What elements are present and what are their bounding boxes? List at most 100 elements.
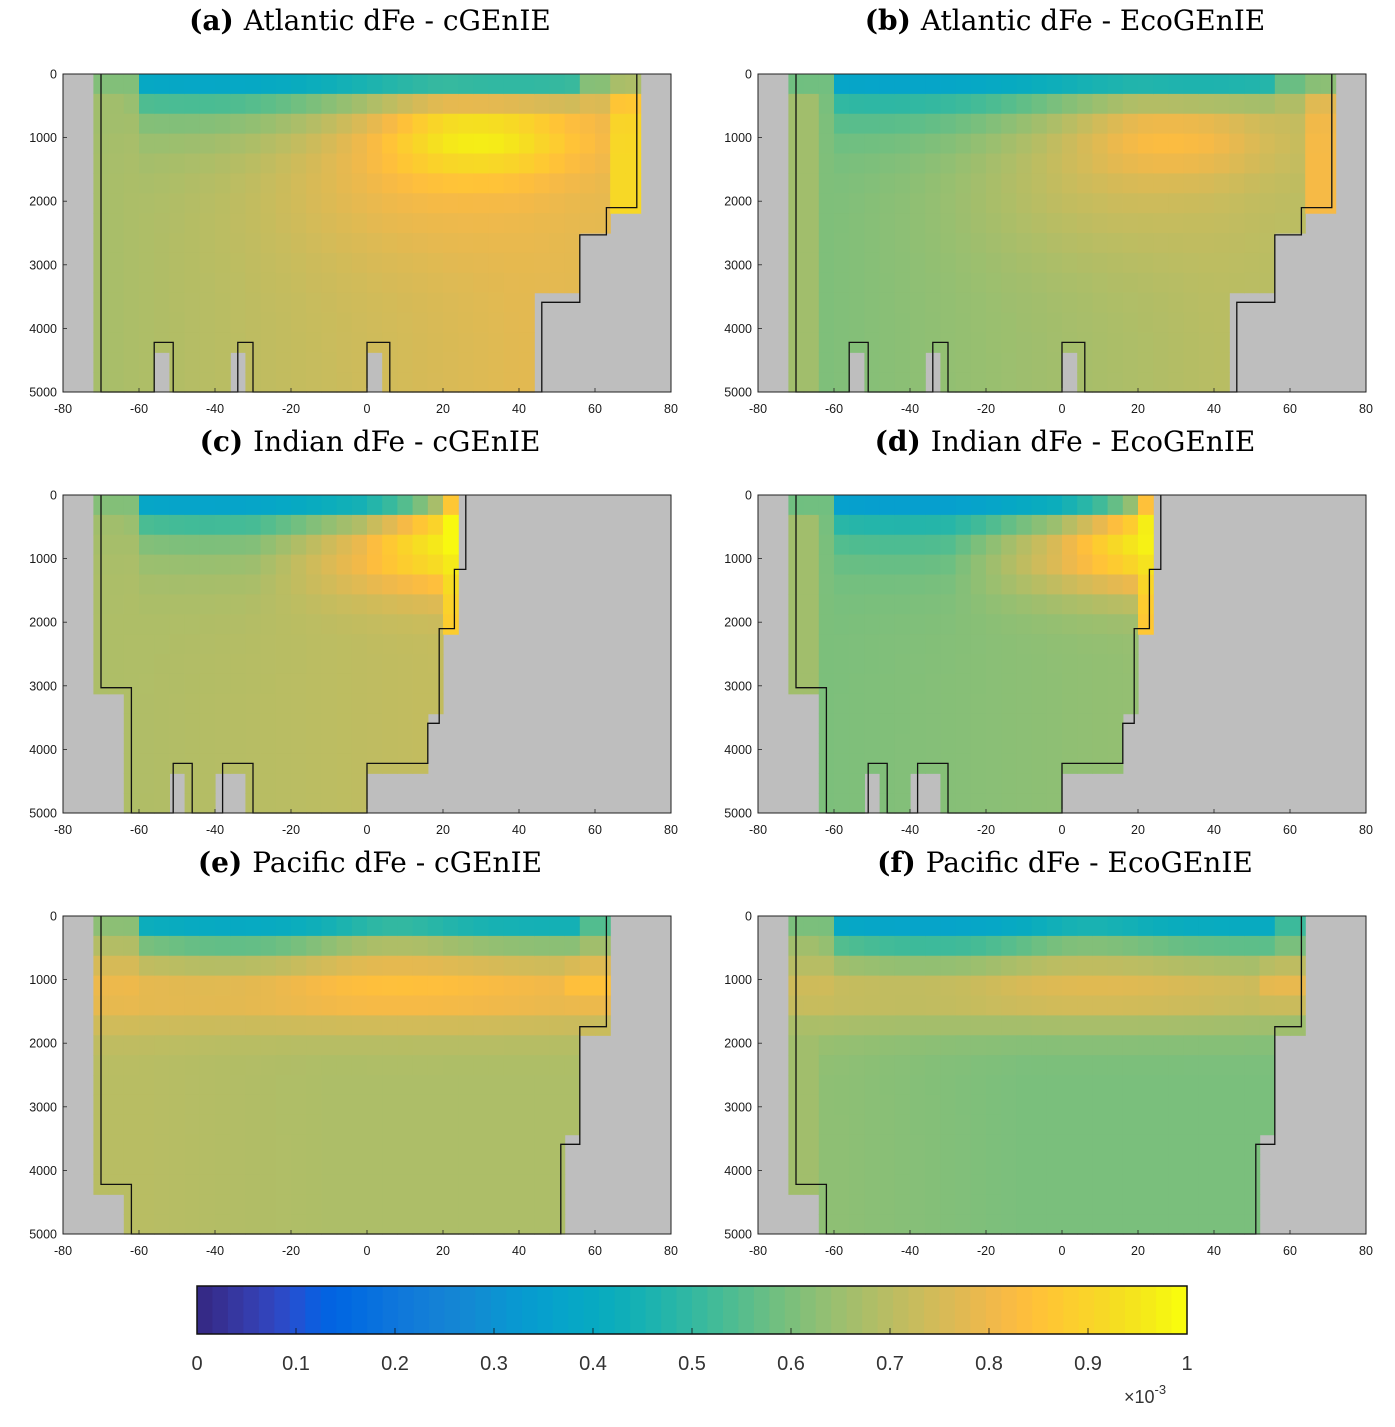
dfe-cell (260, 614, 277, 635)
dfe-cell (169, 1075, 186, 1096)
dfe-cell (412, 713, 429, 735)
dfe-cell (443, 1015, 459, 1036)
dfe-cell (139, 935, 155, 957)
dfe-cell (894, 713, 911, 735)
dfe-cell (1168, 1055, 1185, 1076)
dfe-cell (849, 1214, 865, 1235)
panel-title: (d) Indian dFe - EcoGEnIE (875, 425, 1256, 458)
dfe-cell (169, 495, 186, 516)
dfe-cell (1214, 312, 1230, 333)
dfe-cell (169, 233, 186, 254)
y-tick-label: 2000 (724, 195, 752, 209)
dfe-cell (245, 955, 262, 977)
dfe-cell (139, 233, 155, 254)
dfe-cell (503, 113, 520, 135)
dfe-cell (1122, 935, 1139, 957)
dfe-cell (849, 955, 865, 977)
dfe-cell (245, 1055, 262, 1076)
dfe-cell (834, 594, 850, 615)
dfe-cell (351, 292, 368, 314)
dfe-cell (834, 554, 850, 576)
dfe-cell (412, 1035, 429, 1056)
dfe-cell (336, 1154, 353, 1175)
dfe-cell (1016, 133, 1033, 155)
dfe-cell (1016, 292, 1033, 314)
dfe-cell (306, 935, 322, 957)
dfe-cell (940, 654, 957, 675)
dfe-cell (199, 1075, 216, 1096)
dfe-cell (260, 292, 277, 314)
dfe-cell (443, 292, 459, 314)
dfe-cell (1062, 733, 1078, 754)
dfe-cell (1198, 93, 1215, 115)
dfe-cell (321, 1134, 338, 1156)
dfe-cell (443, 975, 459, 997)
dfe-cell (351, 534, 368, 556)
dfe-cell (291, 1035, 307, 1056)
dfe-cell (925, 634, 941, 655)
dfe-cell (818, 654, 835, 675)
dfe-cell (970, 773, 987, 794)
dfe-cell (849, 1114, 865, 1136)
dfe-cell (1001, 975, 1017, 997)
dfe-cell (458, 332, 474, 353)
dfe-cell (412, 352, 429, 373)
dfe-cell (849, 252, 865, 274)
dfe-cell (1138, 1154, 1154, 1175)
dfe-cell (1198, 1174, 1215, 1195)
dfe-cell (1001, 93, 1017, 115)
dfe-cell (1077, 1154, 1093, 1175)
dfe-cell (123, 372, 140, 393)
dfe-cell (1016, 272, 1033, 294)
dfe-cell (245, 1154, 262, 1175)
dfe-cell (139, 1075, 155, 1096)
dfe-cell (336, 1035, 353, 1056)
dfe-cell (1107, 916, 1124, 937)
dfe-cell (215, 173, 231, 194)
dfe-cell (154, 233, 170, 254)
dfe-cell (412, 634, 429, 655)
dfe-cell (123, 1015, 140, 1036)
dfe-cell (925, 292, 941, 314)
bathymetry-outline (795, 74, 1333, 393)
dfe-cell (1259, 153, 1276, 174)
dfe-cell (367, 133, 383, 155)
dfe-cell (803, 252, 820, 274)
dfe-cell (275, 113, 292, 135)
dfe-cell (169, 654, 186, 675)
dfe-cell (427, 352, 444, 373)
dfe-cell (1046, 693, 1063, 715)
dfe-cell (803, 113, 820, 135)
dfe-cell (199, 495, 216, 516)
dfe-cell (351, 93, 368, 115)
dfe-cell (864, 133, 881, 155)
dfe-cell (1138, 1035, 1154, 1056)
colorbar-cell (475, 1286, 492, 1334)
dfe-cell (199, 372, 216, 393)
dfe-cell (458, 292, 474, 314)
dfe-cell (534, 1174, 550, 1195)
dfe-cell (970, 554, 987, 576)
dfe-cell (184, 292, 201, 314)
dfe-cell (1198, 372, 1215, 393)
dfe-cell (275, 614, 292, 635)
dfe-cell (1274, 133, 1291, 155)
dfe-cell (321, 292, 338, 314)
dfe-cell (230, 534, 246, 556)
dfe-cell (1062, 1055, 1078, 1076)
dfe-cell (910, 252, 926, 274)
dfe-cell (549, 975, 566, 997)
dfe-cell (351, 574, 368, 595)
dfe-cell (488, 312, 505, 333)
dfe-cell (443, 1114, 459, 1136)
dfe-cell (321, 133, 338, 155)
dfe-cell (397, 332, 414, 353)
dfe-cell (1244, 272, 1261, 294)
colorbar-gradient (197, 1286, 1188, 1334)
dfe-cell (427, 594, 444, 615)
dfe-cell (184, 352, 201, 373)
dfe-cell (879, 213, 896, 234)
dfe-cell (336, 594, 353, 615)
dfe-cell (864, 634, 881, 655)
dfe-cell (910, 955, 926, 977)
